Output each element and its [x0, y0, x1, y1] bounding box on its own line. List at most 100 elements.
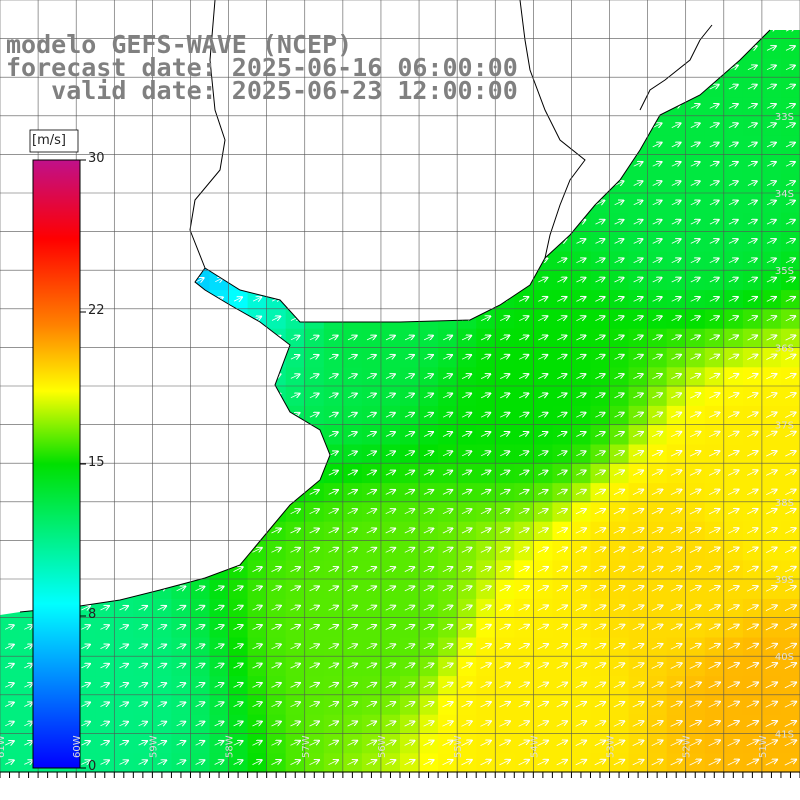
speed-cell	[476, 521, 496, 541]
speed-cell	[514, 521, 534, 541]
speed-cell	[552, 463, 572, 484]
speed-cell	[666, 193, 687, 213]
wind-arrow	[138, 722, 148, 726]
wind-arrow	[5, 625, 14, 629]
speed-cell	[266, 714, 287, 734]
speed-cell	[190, 598, 211, 619]
speed-cell	[742, 270, 763, 291]
speed-cell	[514, 559, 534, 580]
speed-cell	[590, 598, 611, 619]
speed-cell	[704, 115, 725, 136]
speed-cell	[590, 482, 611, 503]
speed-cell	[381, 463, 401, 484]
speed-cell	[590, 289, 611, 310]
speed-cell	[514, 579, 534, 599]
speed-cell	[666, 135, 687, 155]
speed-cell	[666, 386, 687, 406]
speed-cell	[590, 694, 611, 715]
wind-arrow	[100, 760, 110, 764]
speed-cell	[228, 598, 249, 619]
speed-cell	[476, 328, 496, 348]
wind-arrow	[119, 645, 129, 649]
colorbar	[32, 159, 81, 769]
speed-cell	[666, 424, 687, 445]
speed-cell	[742, 617, 763, 638]
speed-cell	[666, 250, 687, 271]
lon-label: 61W	[0, 735, 7, 758]
speed-cell	[190, 636, 211, 657]
speed-cell	[514, 386, 534, 406]
speed-cell	[628, 424, 649, 445]
speed-cell	[552, 733, 572, 754]
lon-label: 52W	[682, 735, 693, 758]
speed-cell	[361, 694, 382, 715]
speed-cell	[761, 289, 782, 310]
speed-cell	[704, 617, 725, 638]
speed-cell	[552, 521, 572, 541]
wind-arrow	[24, 741, 33, 745]
speed-cell	[742, 231, 763, 252]
wind-arrow	[5, 664, 14, 668]
speed-cell	[514, 540, 534, 561]
wind-arrow	[81, 606, 90, 610]
speed-cell	[552, 559, 572, 580]
speed-cell	[514, 694, 534, 715]
wind-arrow	[81, 722, 90, 726]
speed-cell	[666, 617, 687, 638]
lat-label: 37S	[775, 421, 794, 432]
speed-cell	[342, 463, 363, 484]
speed-cell	[666, 501, 687, 522]
speed-cell	[628, 347, 649, 368]
speed-cell	[400, 443, 420, 464]
wind-arrow	[81, 702, 90, 706]
speed-cell	[342, 328, 363, 348]
speed-cell	[742, 424, 763, 445]
lon-label: 58W	[225, 735, 236, 758]
speed-cell	[323, 347, 344, 368]
speed-cell	[704, 521, 725, 541]
speed-cell	[666, 289, 687, 310]
speed-cell	[742, 250, 763, 271]
speed-cell	[266, 308, 287, 329]
speed-cell	[381, 443, 401, 464]
speed-cell	[552, 424, 572, 445]
speed-cell	[742, 96, 763, 117]
speed-cell	[666, 405, 687, 426]
speed-cell	[742, 154, 763, 175]
speed-cell	[476, 656, 496, 677]
speed-cell	[742, 559, 763, 580]
speed-cell	[304, 694, 325, 715]
speed-cell	[552, 694, 572, 715]
speed-cell	[438, 598, 458, 619]
speed-cell	[590, 405, 611, 426]
speed-cell	[438, 424, 458, 445]
speed-cell	[742, 521, 763, 541]
speed-cell	[342, 752, 363, 773]
speed-cell	[590, 366, 611, 387]
speed-cell	[304, 501, 325, 522]
speed-cell	[381, 386, 401, 406]
speed-cell	[723, 675, 744, 696]
speed-cell	[552, 328, 572, 348]
speed-cell	[323, 328, 344, 348]
speed-cell	[666, 482, 687, 503]
speed-cell	[476, 501, 496, 522]
lat-label: 33S	[775, 112, 794, 123]
speed-cell	[342, 405, 363, 426]
wind-arrow	[24, 664, 33, 668]
speed-cell	[742, 347, 763, 368]
speed-cell	[704, 347, 725, 368]
speed-cell	[552, 405, 572, 426]
wind-arrow	[100, 606, 110, 610]
speed-cell	[628, 521, 649, 541]
wind-arrow	[24, 645, 33, 649]
speed-cell	[552, 386, 572, 406]
speed-cell	[342, 386, 363, 406]
wind-arrow	[81, 645, 90, 649]
speed-cell	[381, 540, 401, 561]
speed-cell	[304, 636, 325, 657]
speed-cell	[685, 328, 706, 348]
wind-arrow	[5, 702, 14, 706]
speed-cell	[342, 598, 363, 619]
colorbar-tick-8: 8	[88, 607, 97, 622]
